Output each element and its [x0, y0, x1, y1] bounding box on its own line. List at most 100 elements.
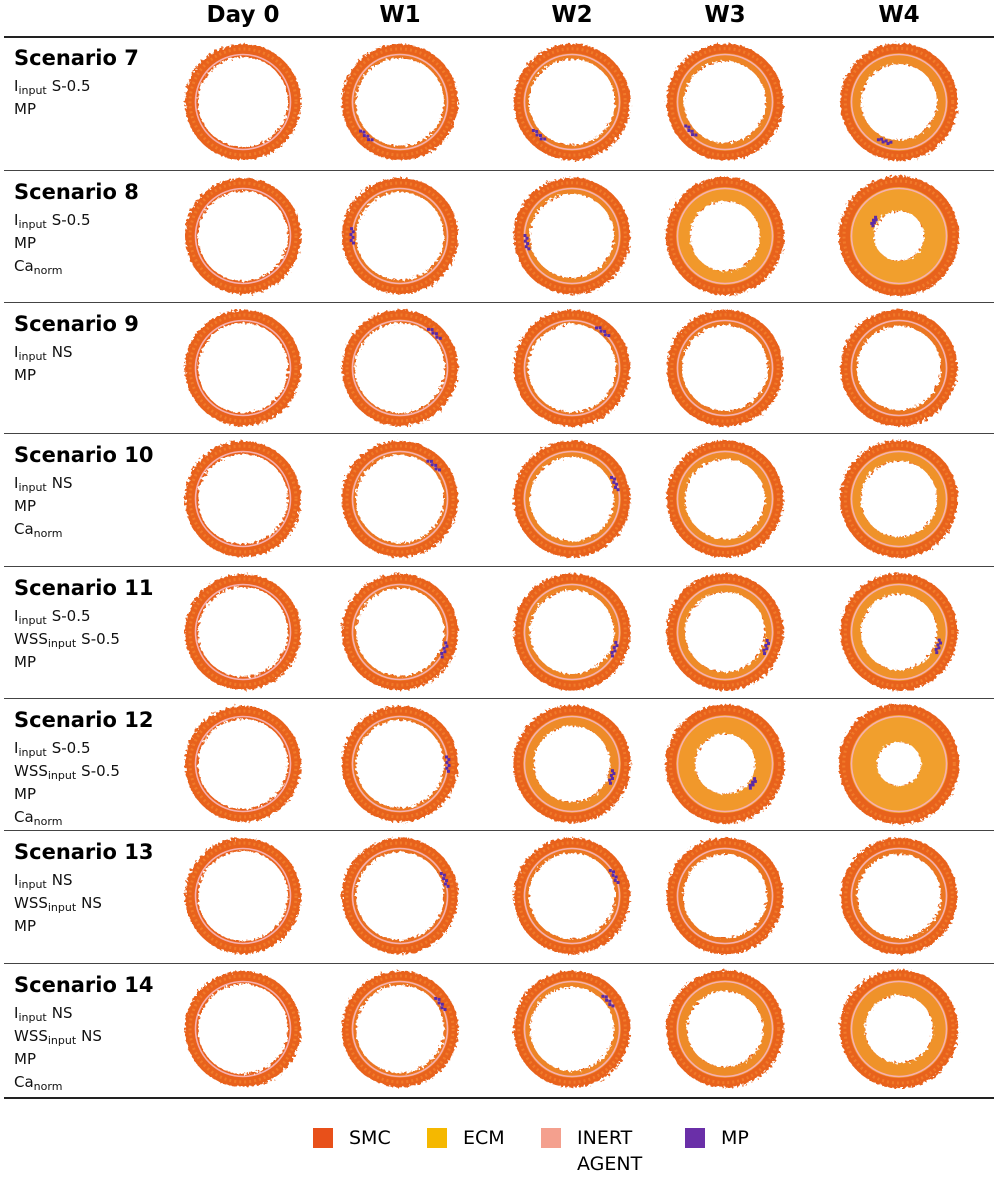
- vessel-smc-band: [843, 973, 955, 1085]
- parameter: Canorm: [14, 808, 67, 828]
- parameter: WSSinput NS: [14, 894, 102, 914]
- lumen: [356, 455, 444, 543]
- legend-swatch: [541, 1128, 561, 1148]
- mp-cluster: [443, 882, 447, 886]
- scenario-title: Scenario 9: [14, 312, 139, 336]
- mp-cluster: [370, 138, 374, 142]
- mp-cluster: [684, 124, 688, 128]
- mp-cluster: [362, 134, 366, 138]
- internal-elastic-lamina: [523, 980, 621, 1078]
- vessel-smc-band: [188, 444, 298, 554]
- parameter-name: I: [14, 343, 19, 361]
- vessel-smc-band: [517, 577, 627, 687]
- vessel-smc-band: [345, 313, 455, 423]
- internal-elastic-lamina: [351, 847, 449, 945]
- ecm-layer: [351, 583, 449, 681]
- parameter: WSSinput NS: [14, 1027, 102, 1047]
- lumen: [877, 742, 921, 786]
- vessel-smc-band: [188, 313, 298, 423]
- parameter-subscript: input: [47, 901, 77, 914]
- vessel-smc-band: [345, 709, 455, 819]
- mp-cluster: [426, 327, 430, 331]
- lumen: [198, 57, 288, 147]
- mp-cluster: [446, 769, 450, 773]
- parameter: WSSinput S-0.5: [14, 762, 120, 782]
- parameter-name: WSS: [14, 894, 48, 912]
- mp-cluster: [610, 651, 614, 655]
- parameter-name: WSS: [14, 762, 48, 780]
- mp-cluster: [444, 755, 448, 759]
- scenario-title: Scenario 7: [14, 46, 139, 70]
- mp-cluster: [753, 777, 757, 781]
- column-header: W2: [551, 2, 593, 28]
- internal-elastic-lamina: [351, 53, 449, 151]
- mp-cluster: [609, 773, 613, 777]
- mp-cluster: [349, 238, 353, 242]
- mp-cluster: [937, 638, 941, 642]
- lumen: [198, 191, 288, 281]
- mp-cluster: [525, 236, 529, 240]
- mp-cluster: [366, 134, 370, 138]
- mp-cluster: [765, 639, 769, 643]
- mp-cluster: [443, 650, 447, 654]
- ecm-layer: [850, 53, 948, 151]
- parameter-subscript: input: [18, 614, 47, 627]
- vessel-smc-band: [345, 974, 455, 1084]
- mp-cluster: [608, 869, 612, 873]
- mp-cluster: [523, 239, 527, 243]
- parameter: MP: [14, 1050, 36, 1068]
- lumen: [687, 991, 763, 1067]
- parameter: MP: [14, 100, 36, 118]
- vessel-smc-band: [188, 841, 298, 951]
- parameter-subscript: norm: [33, 527, 63, 540]
- lumen: [198, 851, 288, 941]
- parameter-name: MP: [14, 917, 36, 935]
- mp-cluster: [362, 130, 366, 134]
- ecm-layer: [523, 980, 621, 1078]
- mp-cluster: [603, 329, 607, 333]
- mp-cluster: [607, 334, 611, 338]
- parameter: MP: [14, 653, 36, 671]
- lumen: [356, 58, 444, 146]
- internal-elastic-lamina: [850, 980, 948, 1078]
- mp-cluster: [539, 137, 543, 141]
- row-rule: [4, 698, 994, 699]
- legend-label: MP: [721, 1127, 749, 1149]
- mp-cluster: [434, 332, 438, 336]
- lumen: [684, 61, 766, 143]
- parameter-name: MP: [14, 653, 36, 671]
- mp-cluster: [880, 137, 884, 141]
- ecm-layer: [351, 847, 449, 945]
- vessel-smc-band: [670, 47, 780, 157]
- parameter: Iinput S-0.5: [14, 77, 91, 97]
- row-rule: [4, 433, 994, 434]
- mp-cluster: [442, 646, 446, 650]
- vessel-smc-band: [517, 47, 627, 157]
- lumen: [685, 592, 765, 672]
- parameter: Canorm: [14, 1073, 67, 1093]
- mp-cluster: [766, 642, 770, 646]
- vessel-smc-band: [517, 444, 627, 554]
- internal-elastic-lamina: [523, 583, 621, 681]
- ecm-layer: [850, 715, 948, 813]
- mp-cluster: [445, 766, 449, 770]
- parameter: Iinput NS: [14, 343, 72, 363]
- parameter: Iinput NS: [14, 474, 72, 494]
- parameter-subscript: input: [47, 769, 77, 782]
- mp-cluster: [439, 872, 443, 876]
- ecm-layer: [850, 980, 948, 1078]
- mp-cluster: [694, 133, 698, 137]
- mp-cluster: [444, 641, 448, 645]
- mp-cluster: [874, 215, 878, 219]
- vessel-smc-band: [844, 313, 954, 423]
- parameter-value: S-0.5: [51, 607, 91, 625]
- lumen: [683, 854, 767, 938]
- mp-cluster: [687, 125, 691, 129]
- mp-cluster: [543, 137, 547, 141]
- scenario-title: Scenario 12: [14, 708, 154, 732]
- parameter-value: S-0.5: [51, 739, 91, 757]
- vessel-smc-band: [517, 841, 627, 951]
- mp-cluster: [936, 643, 940, 647]
- mp-cluster: [440, 651, 444, 655]
- mp-cluster: [608, 999, 612, 1003]
